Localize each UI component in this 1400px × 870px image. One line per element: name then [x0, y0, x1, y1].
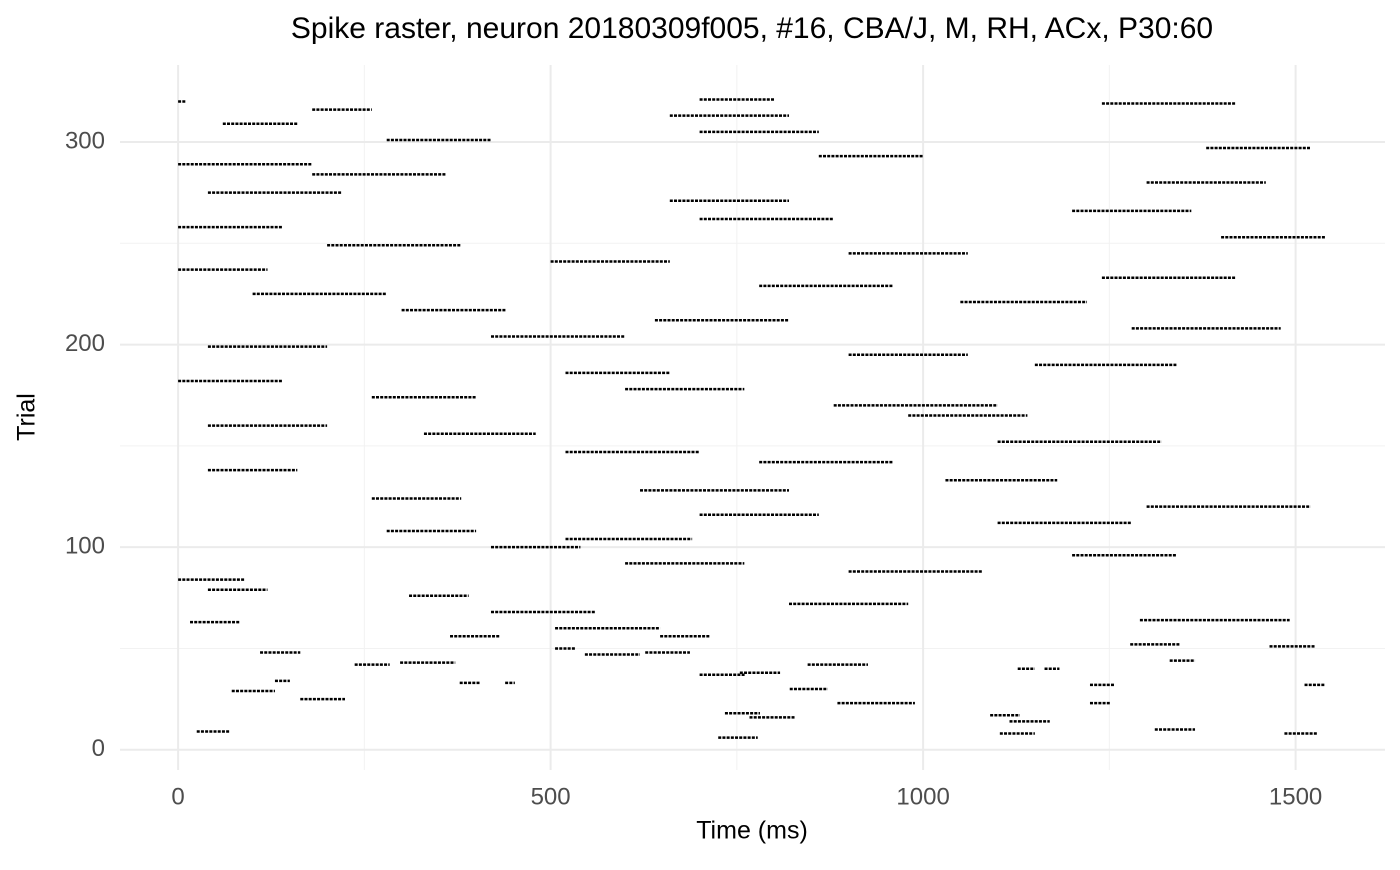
x-axis-label: Time (ms) [696, 817, 808, 845]
x-tick-label: 500 [531, 783, 571, 810]
x-tick-label: 1500 [1269, 783, 1322, 810]
y-tick-label: 100 [65, 532, 105, 559]
y-axis-label: Trial [13, 393, 41, 441]
y-tick-label: 300 [65, 127, 105, 154]
chart-title: Spike raster, neuron 20180309f005, #16, … [291, 12, 1213, 45]
x-tick-label: 0 [171, 783, 184, 810]
y-tick-label: 0 [92, 735, 105, 762]
y-tick-label: 200 [65, 330, 105, 357]
x-tick-label: 1000 [896, 783, 949, 810]
